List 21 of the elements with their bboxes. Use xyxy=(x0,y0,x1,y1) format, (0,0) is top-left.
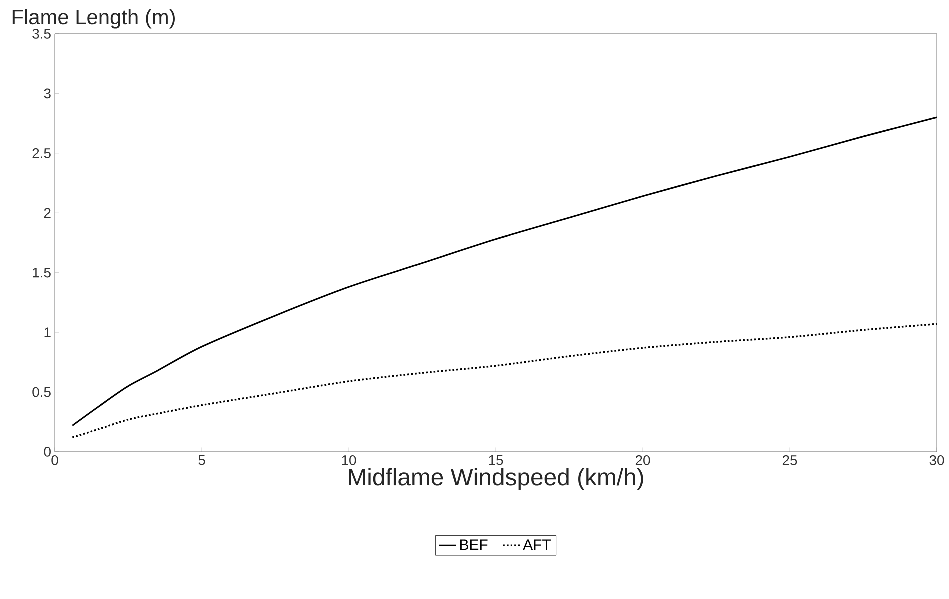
x-tick-label: 0 xyxy=(52,455,58,466)
y-tick-label: 1.5 xyxy=(33,268,51,278)
x-tick-label: 5 xyxy=(198,456,206,466)
y-tick-label: 3 xyxy=(44,88,51,99)
x-tick-label: 30 xyxy=(930,455,944,466)
x-axis-title: Midflame Windspeed (km/h) xyxy=(349,468,644,491)
line-series xyxy=(72,323,938,439)
legend-label: BEF xyxy=(460,540,488,550)
y-axis-title: Flame Length (m) xyxy=(12,9,175,29)
line-series xyxy=(72,116,938,427)
y-tick-label: 0.5 xyxy=(32,387,51,398)
x-tick-label: 20 xyxy=(636,455,650,466)
x-tick-label: 15 xyxy=(489,456,504,466)
legend-label: AFT xyxy=(523,540,551,550)
y-tick-label: 1 xyxy=(44,328,51,338)
x-tick-label: 25 xyxy=(782,455,798,466)
y-tick-label: 3.5 xyxy=(32,29,51,39)
y-tick-label: 0 xyxy=(44,447,51,457)
y-tick-label: 2.5 xyxy=(32,148,51,158)
y-tick-label: 2 xyxy=(44,208,51,218)
x-tick-label: 10 xyxy=(342,455,356,466)
